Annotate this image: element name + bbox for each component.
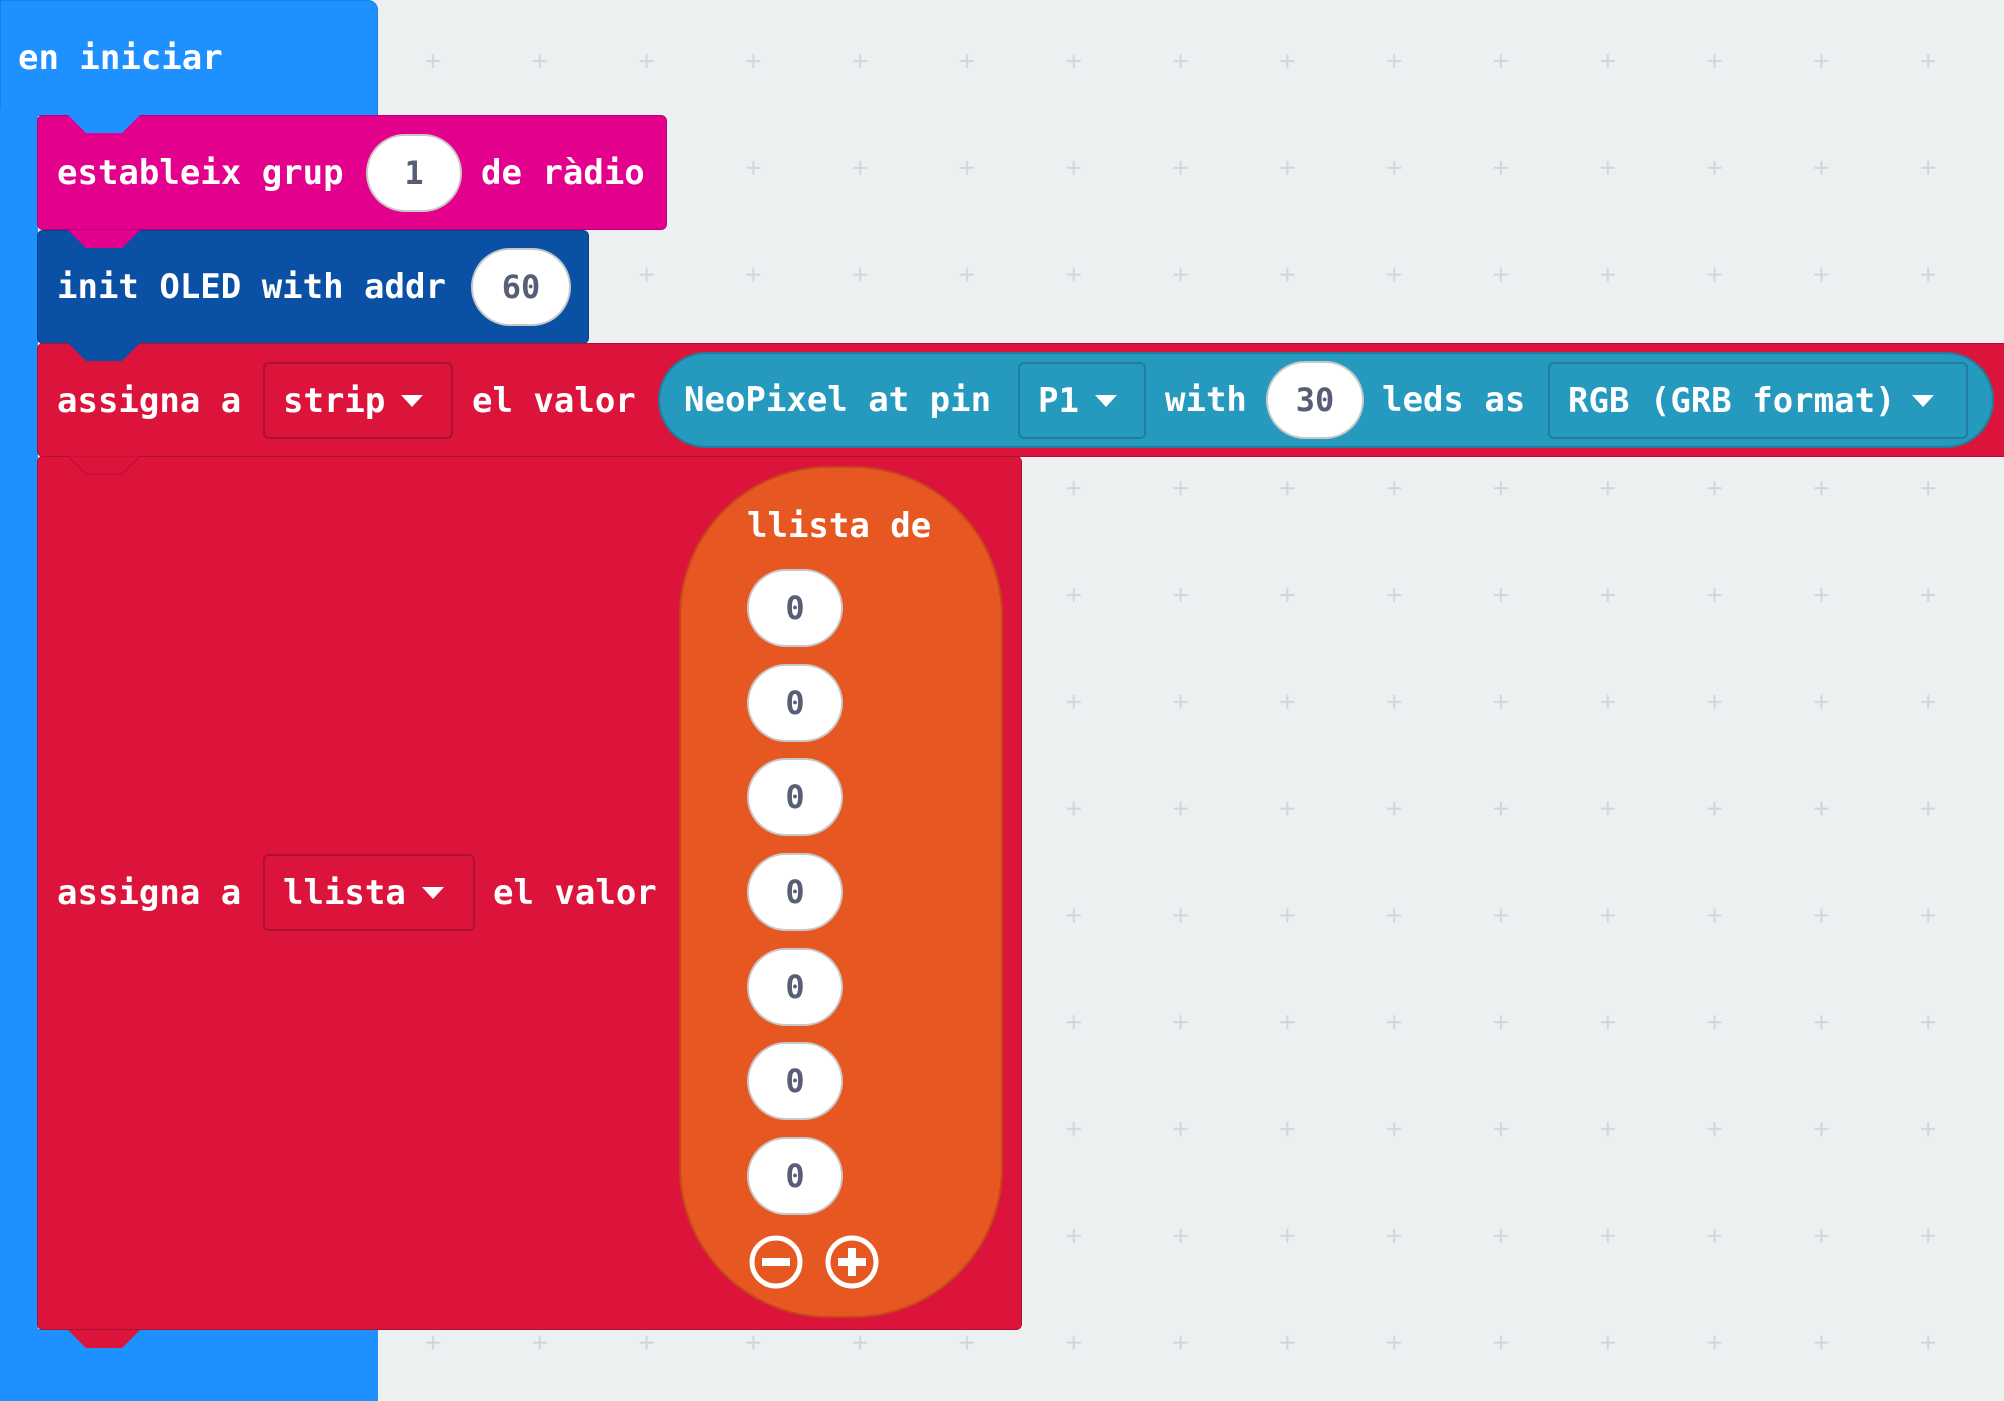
on-start-label: en iniciar — [18, 38, 223, 78]
block-notch — [68, 456, 140, 475]
list-label: llista de — [747, 506, 932, 546]
list-item-input[interactable]: 0 — [747, 1042, 843, 1120]
strip-middle: el valor — [472, 381, 636, 421]
dropdown-arrow-icon — [421, 886, 444, 899]
list-item-input[interactable]: 0 — [747, 948, 843, 1026]
radio-prefix: estableix grup — [57, 153, 344, 193]
oled-prefix: init OLED with addr — [57, 267, 446, 307]
pin-label: P1 — [1038, 380, 1079, 421]
dropdown-arrow-icon — [1911, 394, 1934, 407]
radio-suffix: de ràdio — [481, 153, 645, 193]
leds-count-input[interactable]: 30 — [1266, 361, 1364, 439]
set-list-block[interactable]: assigna a llista el valor llista de 0 0 … — [37, 456, 1022, 1348]
set-strip-block[interactable]: assigna a strip el valor NeoPixel at pin… — [37, 343, 2004, 457]
list-middle: el valor — [493, 873, 657, 913]
list-item-input[interactable]: 0 — [747, 569, 843, 647]
with-label: with — [1165, 380, 1247, 420]
block-notch — [68, 230, 140, 248]
minus-circle-icon[interactable] — [748, 1234, 804, 1290]
list-variable-dropdown[interactable]: llista — [263, 854, 475, 931]
mode-dropdown[interactable]: RGB (GRB format) — [1548, 362, 1968, 439]
block-bottom-tab — [68, 1330, 140, 1348]
radio-group-input[interactable]: 1 — [366, 134, 462, 212]
strip-variable-dropdown[interactable]: strip — [263, 362, 453, 439]
plus-circle-icon[interactable] — [824, 1234, 880, 1290]
strip-variable-label: strip — [283, 380, 386, 421]
neopixel-create-block[interactable]: NeoPixel at pin P1 with 30 leds as RGB (… — [658, 352, 1994, 448]
init-oled-block[interactable]: init OLED with addr 60 — [37, 230, 589, 344]
neopixel-prefix: NeoPixel at pin — [684, 380, 992, 420]
list-item-input[interactable]: 0 — [747, 1137, 843, 1215]
dropdown-arrow-icon — [401, 394, 424, 407]
list-variable-label: llista — [283, 872, 406, 913]
pin-dropdown[interactable]: P1 — [1018, 362, 1146, 439]
leds-as-label: leds as — [1382, 380, 1526, 420]
dropdown-arrow-icon — [1094, 394, 1117, 407]
list-prefix: assigna a — [57, 873, 242, 913]
oled-addr-input[interactable]: 60 — [471, 248, 571, 326]
mode-label: RGB (GRB format) — [1568, 380, 1896, 421]
list-item-input[interactable]: 0 — [747, 758, 843, 836]
list-item-input[interactable]: 0 — [747, 664, 843, 742]
strip-prefix: assigna a — [57, 381, 242, 421]
block-notch — [68, 343, 140, 361]
block-notch — [68, 115, 140, 133]
create-list-block[interactable]: llista de 0 0 0 0 0 0 0 — [679, 466, 1003, 1318]
set-radio-group-block[interactable]: estableix grup 1 de ràdio — [37, 115, 667, 230]
list-item-input[interactable]: 0 — [747, 853, 843, 931]
